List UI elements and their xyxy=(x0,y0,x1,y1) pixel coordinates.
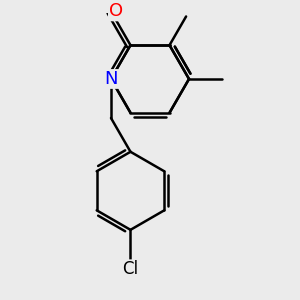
Text: Cl: Cl xyxy=(122,260,139,278)
Text: O: O xyxy=(109,2,123,20)
Text: N: N xyxy=(104,70,118,88)
